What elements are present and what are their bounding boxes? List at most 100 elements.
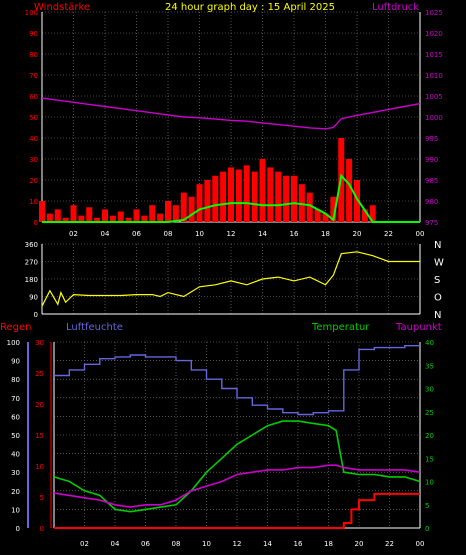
humidity-tick-label: 80 xyxy=(11,376,20,384)
humidity-tick-label: 50 xyxy=(11,432,20,440)
gust-bar xyxy=(172,205,179,222)
x-tick-label: 22 xyxy=(385,540,394,548)
gust-bar xyxy=(259,159,266,222)
temperature-tick-label: 10 xyxy=(425,479,434,487)
rain-tick-label: 15 xyxy=(35,432,44,440)
gust-bar xyxy=(283,175,290,222)
gust-bar xyxy=(141,215,148,222)
y-tick-right-label: 1010 xyxy=(425,72,443,80)
temperature-tick-label: 40 xyxy=(425,339,434,347)
x-tick-label: 02 xyxy=(69,230,78,238)
gust-bar xyxy=(220,171,227,222)
y-tick-left-label: 90 xyxy=(29,30,38,38)
rain-tick-label: 0 xyxy=(40,525,44,533)
temperature-tick-label: 5 xyxy=(425,502,429,510)
gust-bar xyxy=(94,217,101,222)
humidity-tick-label: 100 xyxy=(7,339,20,347)
gust-bar xyxy=(165,201,171,222)
y-tick-left-label: 40 xyxy=(29,135,38,143)
gust-bar xyxy=(196,184,203,222)
temperature-tick-label: 0 xyxy=(425,525,429,533)
rain-tick-label: 20 xyxy=(35,401,44,409)
direction-tick-label: 180 xyxy=(25,276,38,284)
gust-bar xyxy=(54,209,61,222)
gust-bar xyxy=(275,171,282,222)
x-tick-label: 08 xyxy=(164,230,173,238)
x-tick-label: 00 xyxy=(416,540,425,548)
legend-entry: Regen xyxy=(0,322,32,333)
gust-bar xyxy=(330,196,337,222)
x-tick-label: 04 xyxy=(101,230,110,238)
humidity-tick-label: 60 xyxy=(11,413,20,421)
y-tick-right-label: 980 xyxy=(425,198,438,206)
y-tick-left-label: 60 xyxy=(29,93,38,101)
legend-entry: Temperatur xyxy=(311,322,370,333)
humidity-tick-label: 30 xyxy=(11,469,20,477)
gust-bar xyxy=(354,180,360,222)
gust-bar xyxy=(291,175,297,222)
compass-label: N xyxy=(434,310,441,321)
y-tick-left-label: 70 xyxy=(29,72,38,80)
gust-bar xyxy=(157,213,164,222)
gust-bar xyxy=(314,209,321,222)
gust-bar xyxy=(70,205,77,222)
x-tick-label: 22 xyxy=(384,230,393,238)
x-tick-label: 18 xyxy=(324,540,333,548)
x-tick-label: 02 xyxy=(80,540,89,548)
y-tick-right-label: 1025 xyxy=(425,9,443,17)
x-tick-label: 12 xyxy=(233,540,242,548)
x-tick-label: 06 xyxy=(132,230,141,238)
gust-bar xyxy=(251,171,258,222)
gust-bar xyxy=(39,201,45,222)
x-tick-label: 08 xyxy=(172,540,181,548)
gust-bar xyxy=(46,213,53,222)
gust-bar xyxy=(235,169,242,222)
rain-line xyxy=(54,492,420,529)
gust-bar xyxy=(180,192,187,222)
y-tick-left-label: 80 xyxy=(29,51,38,59)
gust-bar xyxy=(109,215,116,222)
humidity-tick-label: 70 xyxy=(11,395,20,403)
gust-bar xyxy=(149,205,156,222)
dewpoint-line xyxy=(53,464,421,508)
x-tick-label: 20 xyxy=(355,540,364,548)
gust-bar xyxy=(102,209,108,222)
temperature-tick-label: 30 xyxy=(425,386,434,394)
gust-bar xyxy=(188,196,195,222)
header-title: 24 hour graph day : 15 April 2025 xyxy=(165,2,335,13)
temperature-line xyxy=(53,420,421,513)
compass-label: N xyxy=(434,240,441,251)
y-tick-left-label: 100 xyxy=(25,9,38,17)
y-tick-right-label: 1000 xyxy=(425,114,443,122)
humidity-tick-label: 20 xyxy=(11,488,20,496)
gust-bar xyxy=(322,213,329,222)
rain-tick-label: 5 xyxy=(40,494,44,502)
wind-direction-line xyxy=(41,251,420,307)
y-tick-left-label: 20 xyxy=(29,177,38,185)
gust-bar xyxy=(212,175,219,222)
y-tick-left-label: 0 xyxy=(34,219,38,227)
y-tick-left-label: 50 xyxy=(29,114,38,122)
y-tick-left-label: 10 xyxy=(29,198,38,206)
x-tick-label: 06 xyxy=(141,540,150,548)
gust-bar xyxy=(243,165,250,222)
x-tick-label: 10 xyxy=(202,540,211,548)
gust-bar xyxy=(133,209,140,222)
direction-tick-label: 0 xyxy=(34,311,38,319)
compass-label: S xyxy=(434,275,440,286)
rain-tick-label: 25 xyxy=(35,370,44,378)
x-tick-label: 04 xyxy=(111,540,120,548)
y-tick-right-label: 1020 xyxy=(425,30,443,38)
y-tick-right-label: 990 xyxy=(425,156,438,164)
x-tick-label: 14 xyxy=(263,540,272,548)
humidity-line xyxy=(54,345,420,416)
compass-label: O xyxy=(434,293,442,304)
x-tick-label: 18 xyxy=(321,230,330,238)
humidity-tick-label: 0 xyxy=(16,525,20,533)
humidity-tick-label: 10 xyxy=(11,506,20,514)
rain-tick-label: 30 xyxy=(35,339,44,347)
gust-bar xyxy=(78,215,85,222)
direction-tick-label: 360 xyxy=(25,241,38,249)
gust-bar xyxy=(306,192,313,222)
direction-tick-label: 90 xyxy=(29,294,38,302)
